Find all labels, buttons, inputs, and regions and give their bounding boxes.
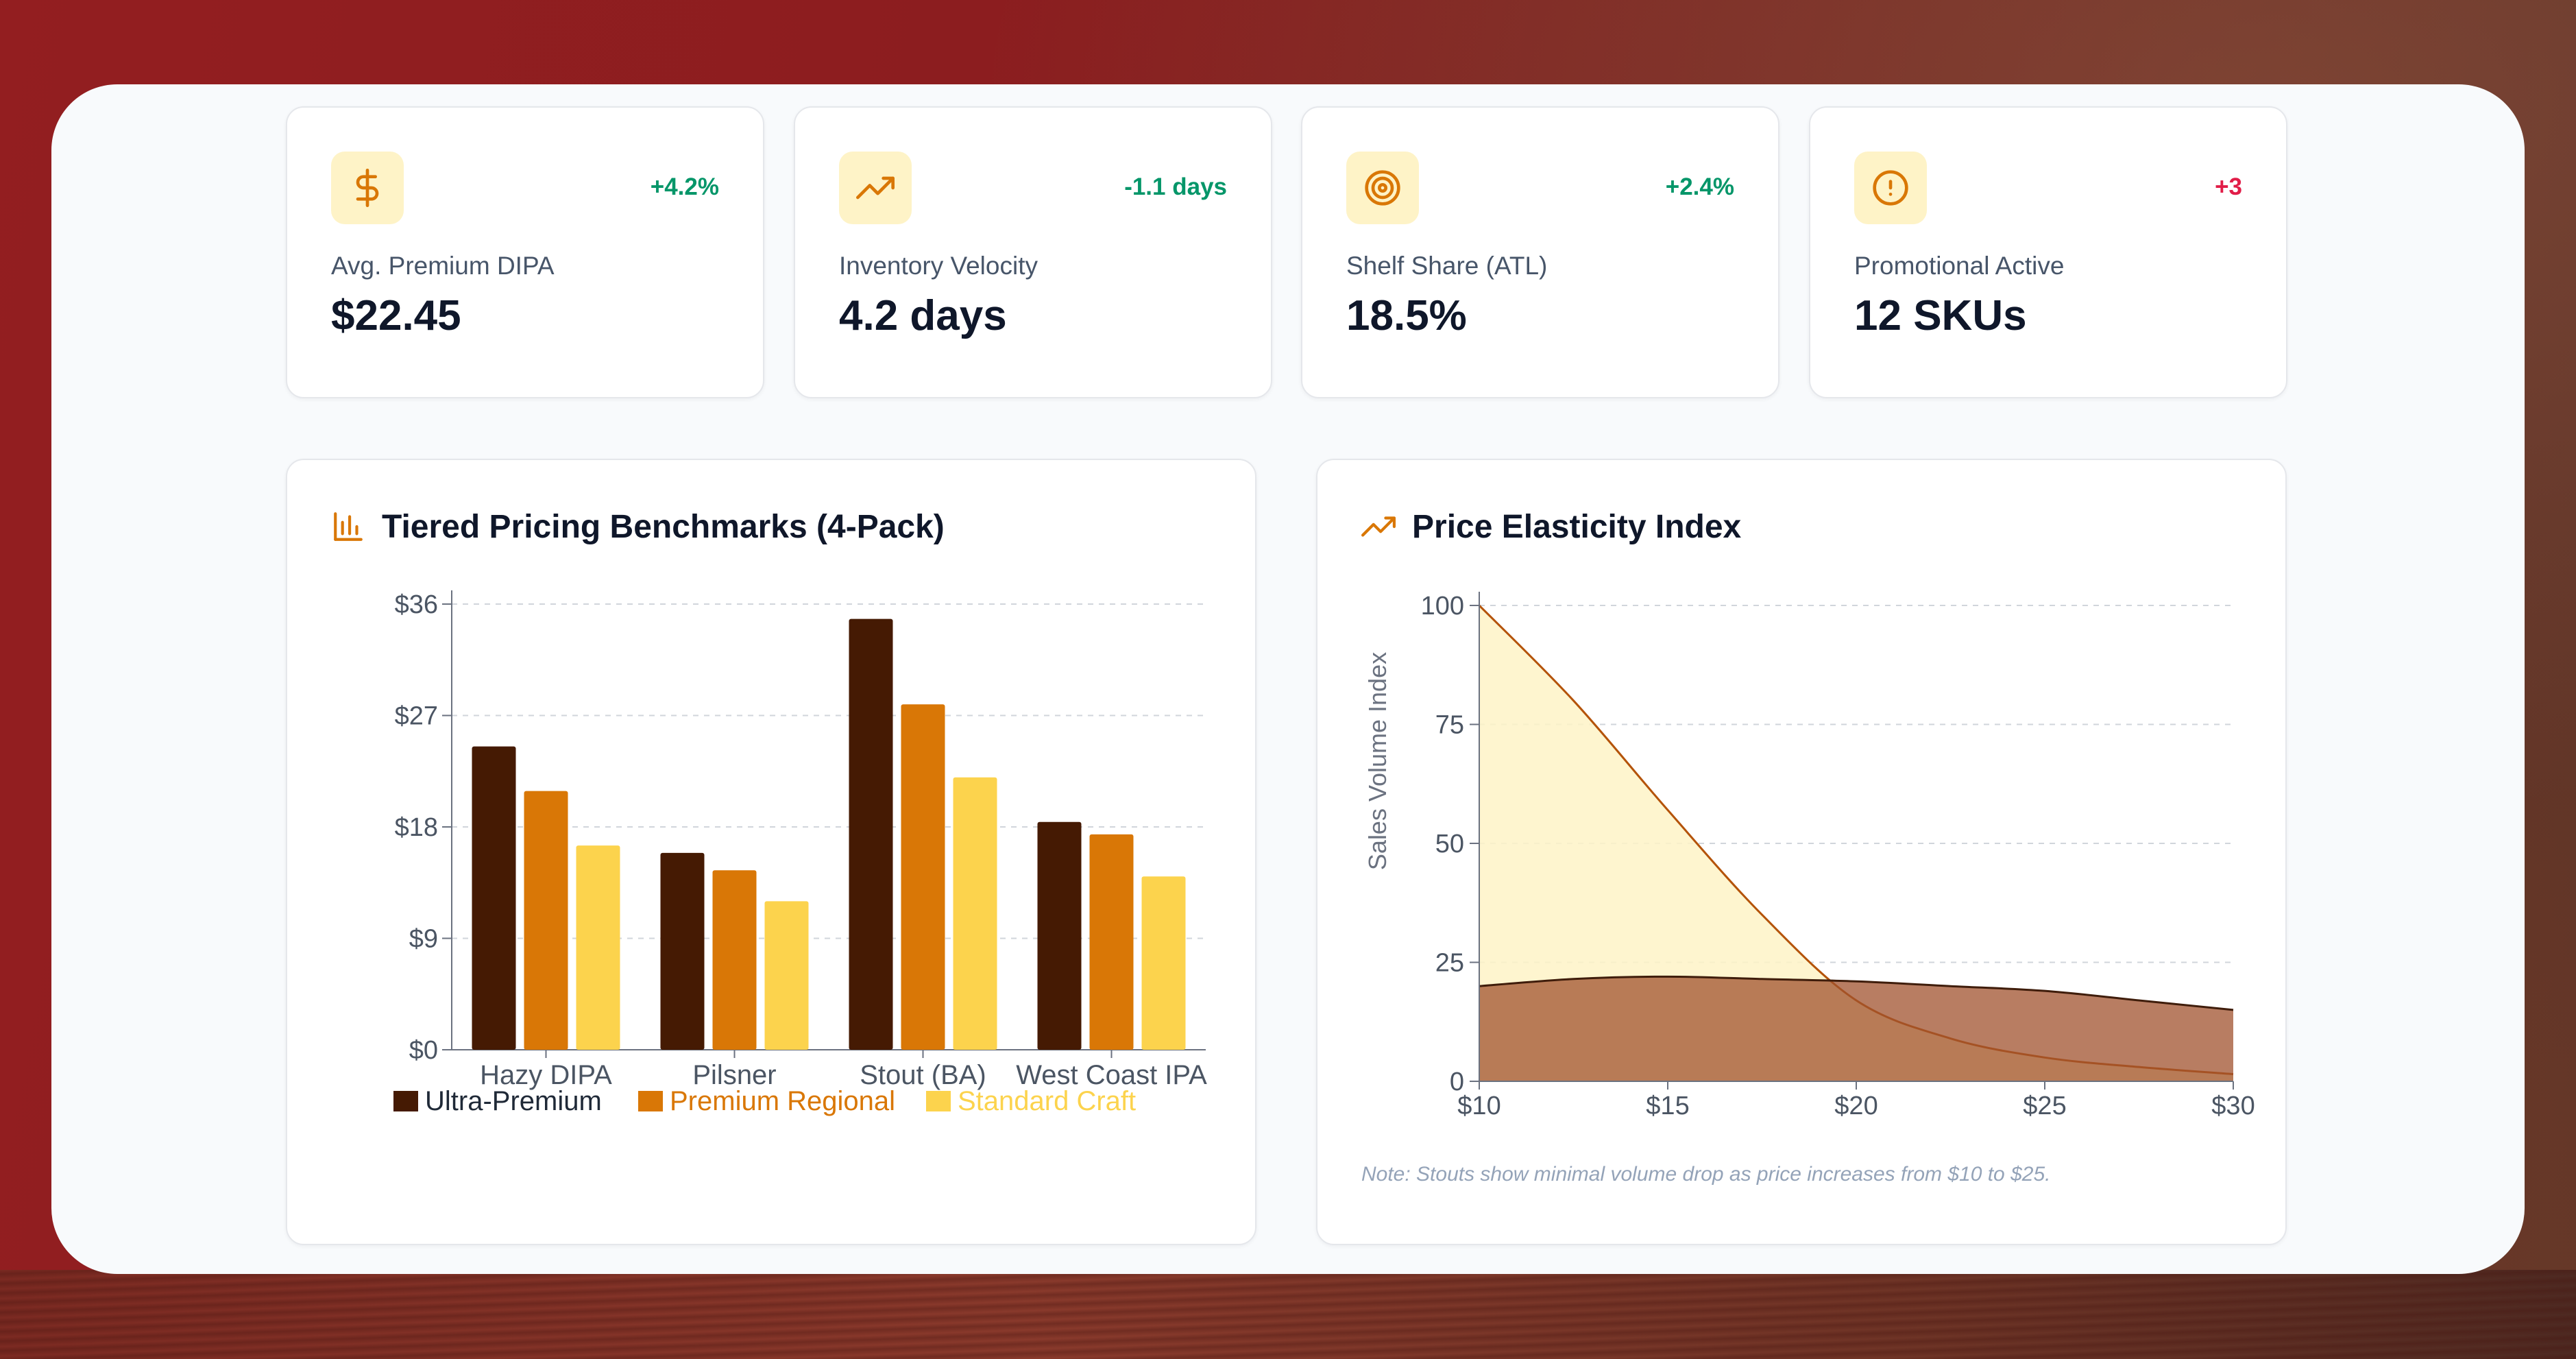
bar (849, 618, 893, 1050)
kpi-label: Inventory Velocity (839, 252, 1038, 280)
kpi-icon-box (1346, 152, 1419, 224)
legend-label: Premium Regional (670, 1086, 895, 1116)
kpi-value: $22.45 (331, 292, 461, 339)
trending-up-icon (1361, 516, 1396, 537)
bar (576, 845, 620, 1050)
bar (1037, 821, 1082, 1050)
dashboard-panel: +4.2% Avg. Premium DIPA $22.45 -1.1 days… (51, 84, 2525, 1274)
x-tick-label: West Coast IPA (1016, 1060, 1207, 1090)
x-tick-label: Hazy DIPA (480, 1060, 612, 1090)
kpi-icon-box (1854, 152, 1927, 224)
x-tick-label: Pilsner (692, 1060, 776, 1090)
x-tick-label: $10 (1457, 1092, 1500, 1120)
kpi-change: +4.2% (650, 173, 719, 200)
area-fill (1479, 605, 2233, 1081)
kpi-label: Promotional Active (1854, 252, 2065, 280)
legend-swatch (926, 1091, 951, 1111)
alert-circle-icon (1873, 170, 1908, 206)
y-tick-label: $9 (409, 925, 438, 954)
area-chart: 0 25 50 75 100 $10 $15 $20 $25 $30 Sales Volume In… (1363, 592, 2255, 1120)
bar (764, 901, 809, 1050)
series-line (1479, 975, 2234, 1011)
kpi-card-shelf-share[interactable]: +2.4% Shelf Share (ATL) 18.5% (1301, 106, 1779, 398)
bar (953, 777, 997, 1050)
chart-note: Note: Stouts show minimal volume drop as… (1361, 1163, 2051, 1186)
kpi-icon-box (331, 152, 404, 224)
bar (472, 746, 516, 1050)
y-tick-label: 0 (1450, 1068, 1464, 1096)
y-tick-label: 100 (1421, 592, 1464, 621)
kpi-change: +3 (2215, 173, 2242, 200)
y-tick-label: $27 (395, 702, 438, 731)
y-tick-label: $36 (395, 590, 438, 619)
bar-chart-icon (334, 512, 363, 541)
legend-swatch (638, 1091, 663, 1111)
x-tick-label: $25 (2023, 1092, 2066, 1120)
dollar-sign-icon (356, 169, 379, 207)
kpi-value: 12 SKUs (1854, 292, 2027, 339)
bar (524, 791, 568, 1050)
trending-up-icon (856, 176, 895, 200)
price-elasticity-card: Price Elasticity Index 0 25 50 75 100 $10 $15 $… (1316, 459, 2287, 1245)
kpi-value: 18.5% (1346, 292, 1467, 339)
x-tick-label: $15 (1646, 1092, 1689, 1120)
bar-chart: $0 $9 $18 $27 $36 Hazy DIPA Pilsner Stout (BA) W… (393, 590, 1207, 1116)
kpi-card-avg-premium[interactable]: +4.2% Avg. Premium DIPA $22.45 (286, 106, 764, 398)
y-tick-label: 75 (1435, 711, 1464, 740)
legend-label: Ultra-Premium (425, 1086, 602, 1116)
kpi-icon-box (839, 152, 912, 224)
kpi-change: +2.4% (1665, 173, 1734, 200)
bar (660, 852, 705, 1050)
y-tick-label: $0 (409, 1036, 438, 1065)
bar (1141, 876, 1186, 1050)
legend-swatch (393, 1091, 418, 1111)
kpi-card-promotional-active[interactable]: +3 Promotional Active 12 SKUs (1809, 106, 2287, 398)
background-wood (0, 1270, 2576, 1359)
bar (712, 870, 757, 1050)
kpi-change: -1.1 days (1124, 173, 1227, 200)
x-tick-label: Stout (BA) (860, 1060, 986, 1090)
chart-title: Tiered Pricing Benchmarks (4-Pack) (382, 509, 945, 545)
area-fill (1479, 976, 2233, 1081)
x-tick-label: $30 (2211, 1092, 2255, 1120)
pricing-benchmarks-card: Tiered Pricing Benchmarks (4-Pack) $0 $9 $… (286, 459, 1256, 1245)
y-tick-label: $18 (395, 813, 438, 842)
bar (1089, 834, 1134, 1050)
chart-title: Price Elasticity Index (1412, 509, 1742, 545)
kpi-label: Avg. Premium DIPA (331, 252, 555, 280)
target-icon (1365, 170, 1400, 206)
legend-label: Standard Craft (958, 1086, 1136, 1116)
y-axis-label: Sales Volume Index (1363, 652, 1392, 870)
y-tick-label: 25 (1435, 949, 1464, 978)
kpi-card-inventory-velocity[interactable]: -1.1 days Inventory Velocity 4.2 days (794, 106, 1272, 398)
y-tick-label: 50 (1435, 830, 1464, 858)
kpi-value: 4.2 days (839, 292, 1007, 339)
kpi-label: Shelf Share (ATL) (1346, 252, 1548, 280)
bar (901, 704, 945, 1050)
x-tick-label: $20 (1834, 1092, 1878, 1120)
